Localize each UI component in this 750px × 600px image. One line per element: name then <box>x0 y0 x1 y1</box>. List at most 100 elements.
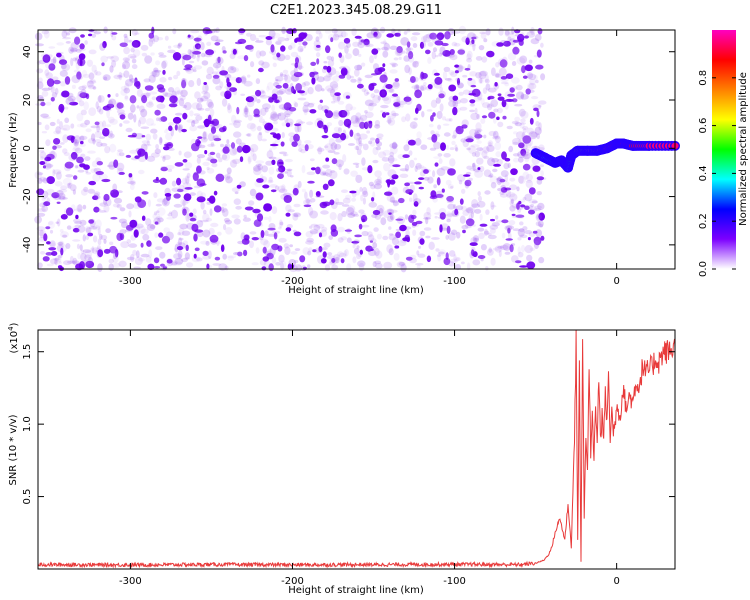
noise-blob <box>233 198 241 205</box>
noise-blob <box>182 112 188 120</box>
noise-blob <box>519 221 524 226</box>
noise-blob <box>142 234 150 241</box>
noise-blob <box>194 91 201 100</box>
noise-blob <box>55 145 62 149</box>
noise-blob <box>285 212 291 217</box>
noise-blob <box>331 158 338 165</box>
noise-blob <box>527 73 537 81</box>
noise-blob <box>210 142 215 147</box>
noise-blob <box>196 220 204 228</box>
noise-blob <box>192 208 197 215</box>
noise-blob <box>414 89 422 99</box>
noise-blob <box>303 204 312 208</box>
noise-blob <box>161 60 167 69</box>
noise-blob <box>470 112 480 121</box>
noise-blob <box>477 255 486 259</box>
noise-blob <box>160 263 165 267</box>
noise-blob <box>233 119 242 124</box>
noise-blob <box>275 79 279 82</box>
noise-blob <box>365 245 373 252</box>
noise-blob <box>259 50 267 57</box>
x-tick-label: -300 <box>119 576 142 587</box>
noise-blob <box>358 133 368 140</box>
noise-blob <box>309 225 313 229</box>
noise-blob <box>58 103 65 113</box>
noise-blob <box>426 255 432 263</box>
noise-blob <box>383 210 391 218</box>
noise-blob <box>242 217 251 222</box>
noise-blob <box>526 72 534 79</box>
noise-blob <box>316 223 325 229</box>
noise-blob <box>240 93 246 97</box>
noise-blob <box>520 153 529 157</box>
noise-blob <box>388 234 397 241</box>
noise-blob <box>249 33 257 42</box>
noise-blob <box>278 104 288 110</box>
noise-blob <box>275 39 283 45</box>
noise-blob <box>420 144 428 150</box>
noise-blob <box>501 181 510 187</box>
noise-blob <box>221 98 228 107</box>
noise-blob <box>159 77 167 83</box>
noise-blob <box>269 50 273 54</box>
noise-blob <box>487 103 493 111</box>
noise-blob <box>258 131 262 136</box>
noise-blob <box>459 106 468 111</box>
noise-blob <box>410 36 418 42</box>
noise-blob <box>103 76 108 81</box>
noise-blob <box>116 109 125 114</box>
noise-blob <box>373 89 380 94</box>
noise-blob <box>446 218 451 223</box>
noise-blob <box>337 226 345 233</box>
noise-blob <box>232 158 241 164</box>
noise-blob <box>338 119 344 127</box>
noise-blob <box>522 197 527 201</box>
noise-blob <box>85 172 92 175</box>
noise-blob <box>402 237 410 242</box>
noise-blob <box>389 69 398 74</box>
noise-blob <box>40 113 49 118</box>
noise-blob <box>352 162 360 165</box>
noise-blob <box>38 77 43 83</box>
noise-blob <box>504 82 510 87</box>
noise-blob <box>463 174 471 177</box>
noise-blob <box>521 141 526 151</box>
noise-blob <box>352 256 357 264</box>
noise-blob <box>357 83 364 89</box>
noise-blob <box>236 106 240 115</box>
noise-blob <box>539 223 543 228</box>
noise-blob <box>304 191 308 200</box>
noise-blob <box>493 163 501 167</box>
noise-blob <box>202 84 209 93</box>
noise-blob <box>517 246 521 255</box>
noise-blob <box>415 107 419 114</box>
noise-blob <box>315 36 320 42</box>
noise-blob <box>457 82 464 89</box>
noise-blob <box>277 113 282 117</box>
noise-blob <box>178 227 185 236</box>
noise-blob <box>368 102 374 111</box>
noise-blob <box>79 43 85 50</box>
noise-blob <box>451 140 456 146</box>
noise-blob <box>478 232 485 239</box>
noise-blob <box>515 131 525 140</box>
noise-blob <box>338 252 347 258</box>
noise-blob <box>50 85 55 93</box>
noise-blob <box>283 243 290 249</box>
noise-blob <box>100 142 108 147</box>
noise-blob <box>99 128 108 131</box>
noise-blob <box>264 107 269 113</box>
noise-blob <box>34 32 43 41</box>
noise-blob <box>525 173 533 181</box>
noise-blob <box>405 96 413 105</box>
noise-blob <box>392 201 400 206</box>
noise-blob <box>332 110 341 117</box>
noise-blob <box>368 140 373 145</box>
noise-blob <box>373 247 380 257</box>
noise-blob <box>408 257 417 264</box>
noise-blob <box>442 116 446 121</box>
noise-blob <box>515 84 523 91</box>
noise-blob <box>498 67 507 77</box>
noise-blob <box>440 223 449 230</box>
noise-blob <box>84 119 90 125</box>
